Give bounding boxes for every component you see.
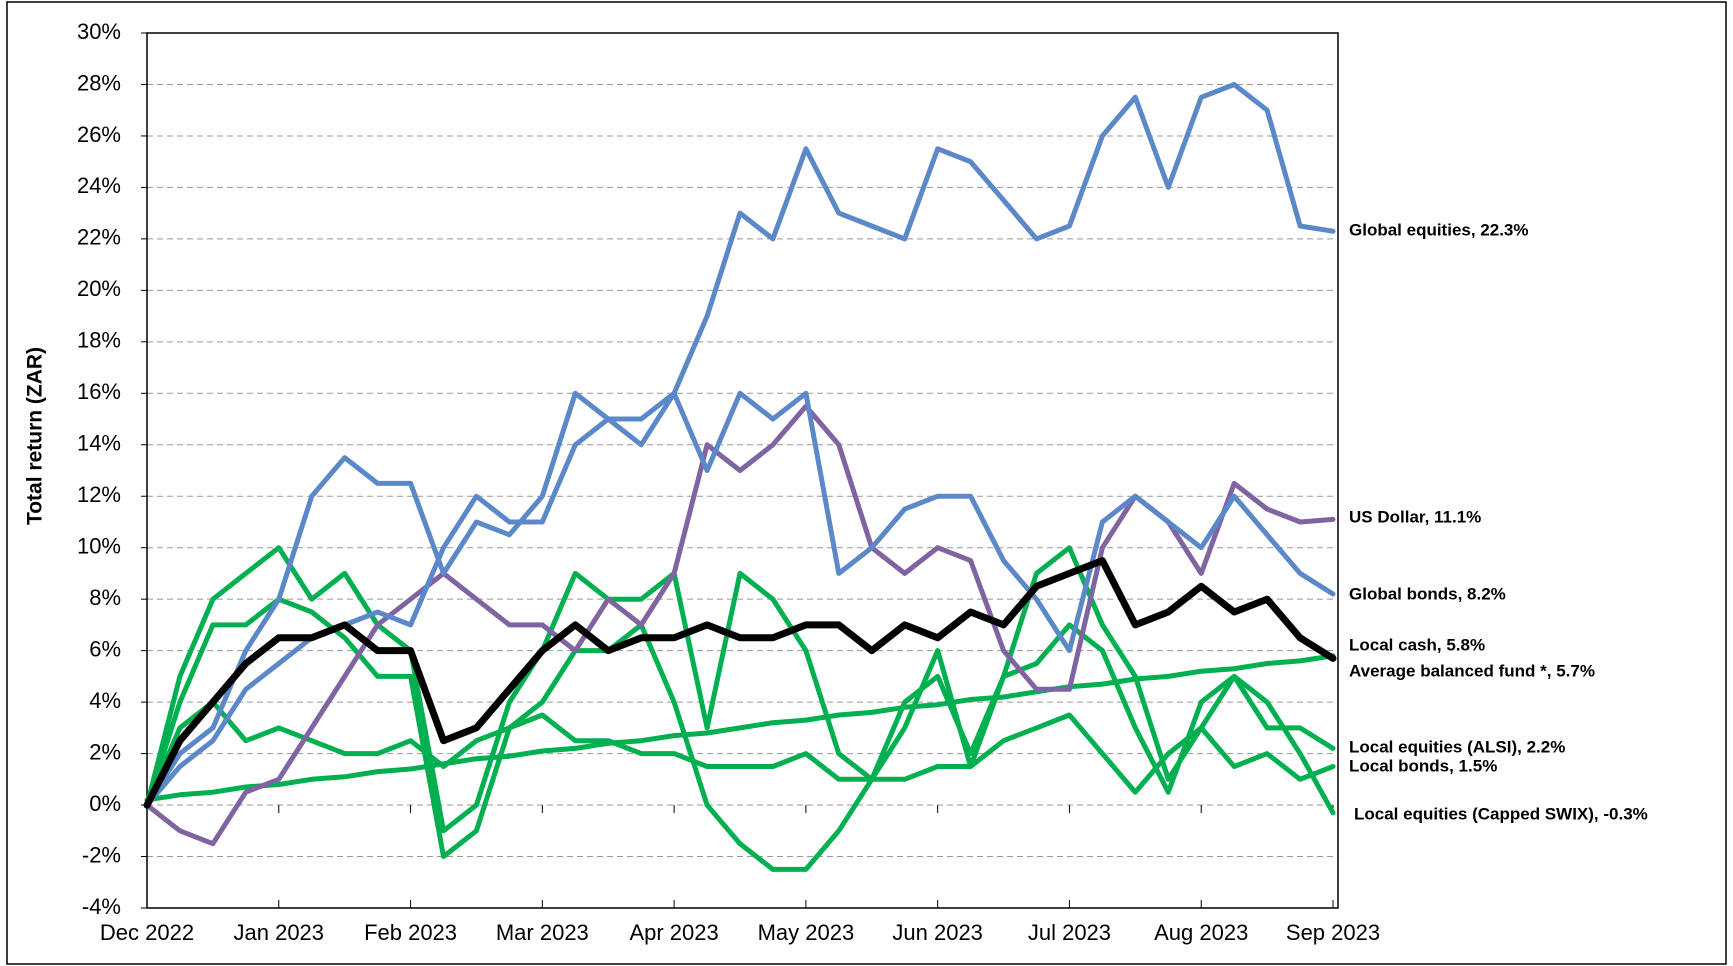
y-tick-label: 22% bbox=[77, 225, 121, 250]
y-tick-label: 28% bbox=[77, 70, 121, 95]
y-tick-label: 30% bbox=[77, 19, 121, 44]
y-tick-label: 0% bbox=[89, 791, 121, 816]
y-tick-label: 18% bbox=[77, 328, 121, 353]
x-tick-label: Feb 2023 bbox=[364, 920, 457, 945]
series-end-label: Local cash, 5.8% bbox=[1349, 635, 1485, 654]
series-end-label: Local bonds, 1.5% bbox=[1349, 756, 1497, 775]
y-tick-label: 14% bbox=[77, 431, 121, 456]
x-tick-label: Jun 2023 bbox=[892, 920, 983, 945]
x-tick-label: Mar 2023 bbox=[496, 920, 589, 945]
series-end-label: US Dollar, 11.1% bbox=[1349, 507, 1481, 526]
series-end-label: Local equities (ALSI), 2.2% bbox=[1349, 737, 1565, 756]
x-tick-label: Aug 2023 bbox=[1154, 920, 1248, 945]
x-tick-label: Sep 2023 bbox=[1286, 920, 1380, 945]
series-line bbox=[144, 545, 1336, 834]
series-end-label: Local equities (Capped SWIX), -0.3% bbox=[1354, 804, 1648, 823]
y-tick-label: 8% bbox=[89, 585, 121, 610]
series-end-label: Global bonds, 8.2% bbox=[1349, 584, 1506, 603]
y-tick-label: 2% bbox=[89, 739, 121, 764]
y-tick-label: 4% bbox=[89, 688, 121, 713]
y-tick-label: 20% bbox=[77, 276, 121, 301]
y-tick-label: 12% bbox=[77, 482, 121, 507]
plot-area bbox=[146, 32, 1339, 909]
series-end-label: Global equities, 22.3% bbox=[1349, 220, 1529, 239]
x-tick-label: Jul 2023 bbox=[1028, 920, 1111, 945]
series-end-label: Average balanced fund *, 5.7% bbox=[1349, 661, 1595, 680]
x-tick-label: May 2023 bbox=[758, 920, 855, 945]
y-tick-label: -2% bbox=[82, 842, 121, 867]
y-tick-label: 6% bbox=[89, 636, 121, 661]
series-line bbox=[143, 557, 1337, 809]
x-tick-label: Apr 2023 bbox=[629, 920, 718, 945]
y-tick-label: 24% bbox=[77, 173, 121, 198]
x-tick-label: Jan 2023 bbox=[234, 920, 325, 945]
y-tick-label: 10% bbox=[77, 534, 121, 559]
x-tick-label: Dec 2022 bbox=[100, 920, 194, 945]
y-tick-label: -4% bbox=[82, 894, 121, 919]
y-axis-label: Total return (ZAR) bbox=[24, 347, 47, 525]
series-line bbox=[144, 82, 1336, 808]
series-line bbox=[144, 596, 1336, 872]
y-tick-label: 16% bbox=[77, 379, 121, 404]
frame bbox=[6, 1, 1727, 965]
series-line bbox=[144, 699, 1336, 808]
series-line bbox=[144, 653, 1336, 803]
y-tick-label: 26% bbox=[77, 122, 121, 147]
